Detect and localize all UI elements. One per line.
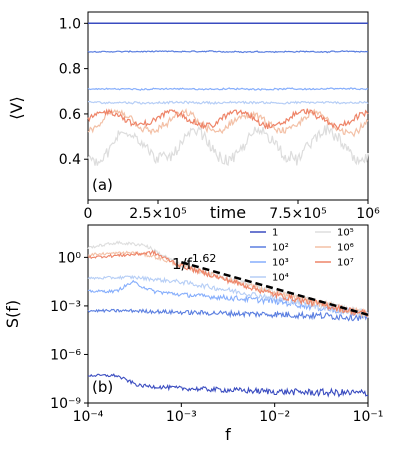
legend-label: 10⁷ <box>337 258 354 269</box>
panel-a-x-tick-label: 0 <box>84 206 93 222</box>
panel-a-x-axis-label: time <box>210 203 246 222</box>
panel-a-series-line-4 <box>87 100 369 105</box>
panel-a-y-tick-label: 0.4 <box>59 152 81 168</box>
power-law-exponent: 1.62 <box>192 252 217 265</box>
panel-b-x-axis-label: f <box>225 425 231 444</box>
panel-b-legend: 1 10² 10³ 10⁴ 10⁵ 10⁶ 10⁷ <box>250 228 354 284</box>
panel-a-y-axis-label: ⟨V⟩ <box>7 96 26 119</box>
panel-a-x-ticks: 0 2.5×10⁵ 7.5×10⁵ 10⁶ <box>84 200 380 222</box>
power-law-annotation: 1/f1.62 <box>172 252 216 273</box>
panel-b-y-tick-label: 10⁰ <box>58 250 82 266</box>
panel-b: 10⁻⁴ 10⁻³ 10⁻² 10⁻¹ 10⁻⁹ 10⁻⁶ 10⁻³ 10⁰ 1/f1.62… <box>3 224 384 444</box>
panel-b-label: (b) <box>92 378 113 396</box>
legend-label: 10⁶ <box>337 243 354 254</box>
panel-b-series-line-1 <box>87 373 369 398</box>
panel-a: 0 2.5×10⁵ 7.5×10⁵ 10⁶ 0.4 0.6 0.8 1.0 (a) time… <box>7 11 380 222</box>
panel-b-series-line-2 <box>87 308 369 322</box>
panel-b-y-axis-label: S(f) <box>3 300 22 328</box>
panel-a-series-line-5 <box>87 124 369 167</box>
panel-b-x-tick-label: 10⁻¹ <box>353 409 384 425</box>
panel-b-y-tick-label: 10⁻⁶ <box>50 347 81 363</box>
panel-b-series-group <box>87 240 369 398</box>
panel-b-y-tick-label: 10⁻³ <box>50 299 81 315</box>
panel-a-y-tick-label: 0.6 <box>59 107 81 123</box>
panel-a-x-tick-label: 10⁶ <box>356 206 380 222</box>
legend-label: 10⁵ <box>337 228 354 239</box>
panel-a-y-tick-label: 0.8 <box>59 62 81 78</box>
panel-b-x-ticks: 10⁻⁴ 10⁻³ 10⁻² 10⁻¹ <box>73 403 384 425</box>
panel-b-x-tick-label: 10⁻² <box>259 409 290 425</box>
panel-a-series-line-7 <box>87 108 369 131</box>
legend-label: 10² <box>272 243 289 254</box>
panel-a-series-group <box>87 22 369 167</box>
panel-a-x-tick-label: 2.5×10⁵ <box>129 206 186 222</box>
panel-a-series-line-2 <box>87 50 369 54</box>
legend-label: 1 <box>272 228 278 239</box>
panel-a-series-line-3 <box>87 87 369 91</box>
panel-a-x-tick-label: 7.5×10⁵ <box>269 206 326 222</box>
panel-b-y-tick-label: 10⁻⁹ <box>50 396 81 412</box>
panel-b-y-ticks: 10⁻⁹ 10⁻⁶ 10⁻³ 10⁰ <box>50 250 88 412</box>
panel-a-y-ticks: 0.4 0.6 0.8 1.0 <box>59 16 88 168</box>
panel-b-series-line-3 <box>87 279 369 320</box>
panel-a-label: (a) <box>92 176 113 194</box>
panel-a-y-tick-label: 1.0 <box>59 16 81 32</box>
legend-label: 10⁴ <box>272 273 289 284</box>
panel-b-x-tick-label: 10⁻³ <box>166 409 197 425</box>
legend-label: 10³ <box>272 258 289 269</box>
panel-b-x-tick-label: 10⁻⁴ <box>73 409 104 425</box>
panel-a-frame <box>87 11 369 201</box>
power-law-base: 1/f <box>172 255 193 273</box>
